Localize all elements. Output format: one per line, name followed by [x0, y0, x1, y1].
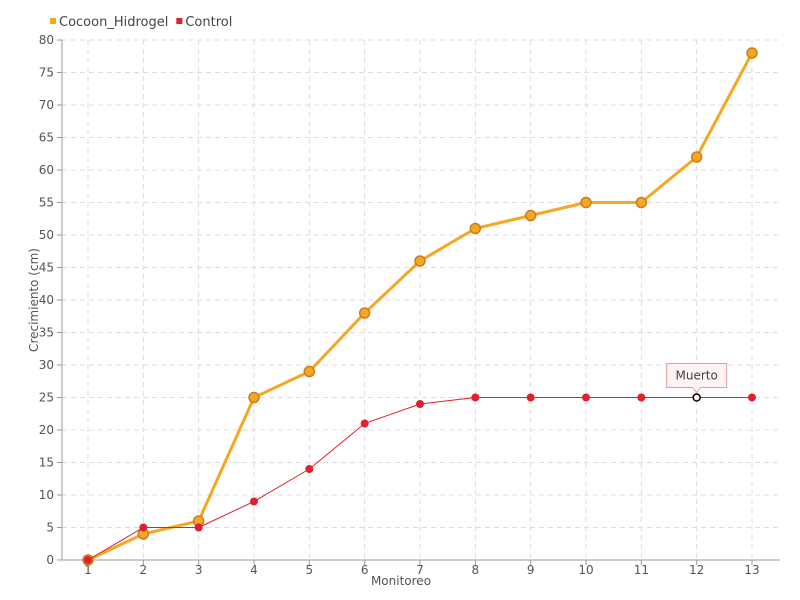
data-point[interactable] [746, 47, 758, 59]
tooltip-text: Muerto [676, 369, 718, 383]
x-tick-label: 2 [140, 563, 148, 577]
y-tick-label: 15 [39, 456, 54, 470]
y-tick-label: 55 [39, 196, 54, 210]
x-axis-title: Monitoreo [371, 574, 431, 588]
grid-lines [62, 39, 780, 560]
data-point-highlighted[interactable] [692, 393, 701, 402]
series-cocoon-hidrogel [82, 47, 758, 566]
x-tick-label: 1 [84, 563, 92, 577]
data-point[interactable] [524, 209, 537, 222]
y-tick-label: 0 [46, 553, 54, 567]
legend-label[interactable]: Cocoon_Hidrogel [59, 15, 168, 30]
data-point[interactable] [360, 419, 369, 428]
y-tick-label: 65 [39, 131, 54, 145]
data-point[interactable] [469, 222, 482, 235]
data-point[interactable] [471, 393, 480, 402]
y-tick-label: 20 [39, 423, 54, 437]
data-point[interactable] [139, 523, 148, 532]
x-tick-label: 3 [195, 563, 203, 577]
legend-swatch[interactable] [176, 18, 183, 24]
x-tick-labels: 1 2 3 4 5 6 7 8 9 10 11 12 13 [84, 563, 759, 577]
x-tick-label: 9 [527, 563, 535, 577]
legend-swatch[interactable] [50, 18, 56, 24]
axes [57, 39, 780, 565]
data-point[interactable] [582, 393, 590, 402]
y-axis-title: Crecimiento (cm) [27, 248, 41, 352]
x-tick-label: 8 [472, 563, 480, 577]
y-tick-label: 25 [39, 391, 54, 405]
data-point[interactable] [690, 151, 703, 163]
x-tick-label: 5 [306, 563, 314, 577]
data-point[interactable] [250, 497, 258, 506]
data-point[interactable] [526, 393, 535, 402]
y-tick-label: 10 [39, 488, 54, 502]
series-layer [82, 47, 758, 566]
x-tick-label: 4 [250, 563, 258, 577]
data-point[interactable] [580, 196, 592, 209]
y-tick-label: 75 [39, 66, 54, 80]
legend-label[interactable]: Control [185, 15, 232, 30]
y-tick-label: 50 [39, 228, 54, 242]
data-point[interactable] [303, 365, 316, 378]
data-point[interactable] [248, 391, 260, 404]
series-control [84, 393, 756, 564]
y-tick-label: 70 [39, 98, 54, 112]
y-tick-label: 45 [39, 261, 54, 275]
x-tick-label: 13 [744, 563, 759, 577]
y-tick-label: 40 [39, 293, 54, 307]
x-tick-label: 12 [689, 563, 704, 577]
legend[interactable]: Cocoon_Hidrogel Control [50, 15, 232, 30]
y-tick-label: 80 [39, 33, 54, 47]
data-point[interactable] [416, 400, 424, 408]
data-point[interactable] [358, 307, 371, 319]
data-point[interactable] [194, 523, 203, 532]
x-tick-label: 7 [416, 563, 424, 577]
y-tick-label: 60 [39, 163, 54, 177]
tooltip: Muerto [666, 363, 728, 394]
tooltip-box [666, 363, 728, 388]
y-tick-labels: 0 5 10 15 20 25 30 35 40 45 50 55 60 65 70 75 80 [39, 33, 54, 567]
y-tick-label: 35 [39, 326, 54, 340]
data-point[interactable] [305, 465, 314, 473]
data-point[interactable] [748, 393, 756, 402]
y-tick-label: 30 [39, 358, 54, 372]
x-tick-label: 11 [634, 563, 649, 577]
y-tick-label: 5 [46, 521, 54, 535]
x-tick-label: 10 [578, 563, 593, 577]
data-point[interactable] [637, 393, 646, 402]
data-point[interactable] [414, 255, 426, 267]
x-tick-label: 6 [361, 563, 369, 577]
data-point[interactable] [635, 196, 648, 209]
data-point[interactable] [84, 556, 92, 564]
